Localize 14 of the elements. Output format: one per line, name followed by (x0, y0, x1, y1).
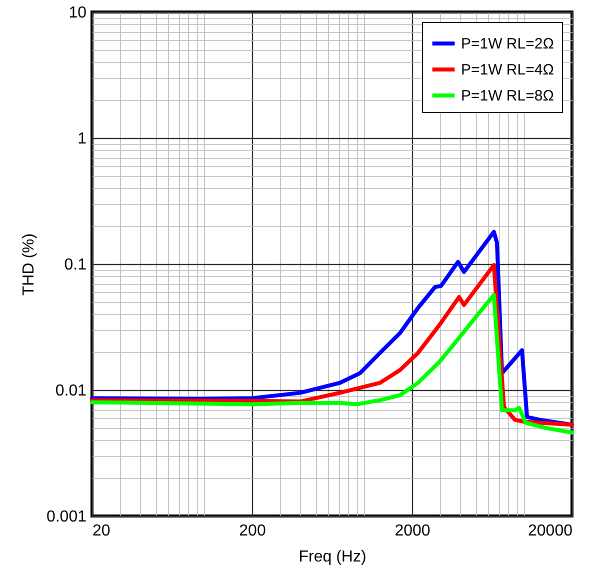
y-tick-label: 0.1 (64, 256, 87, 274)
legend-label: P=1W RL=8Ω (461, 88, 554, 104)
legend-label: P=1W RL=2Ω (461, 36, 554, 52)
y-tick-label: 0.01 (55, 382, 87, 400)
x-tick-label: 2000 (394, 522, 430, 540)
y-tick-label: 0.001 (46, 508, 87, 526)
x-tick-label: 200 (239, 522, 266, 540)
x-axis-title: Freq (Hz) (298, 548, 366, 566)
y-tick-label: 10 (68, 4, 87, 22)
y-axis-title: THD (%) (20, 233, 38, 296)
legend-label: P=1W RL=4Ω (461, 62, 554, 78)
x-tick-label: 20000 (528, 522, 573, 540)
y-tick-label: 1 (78, 130, 87, 148)
x-tick-label: 20 (92, 522, 110, 540)
